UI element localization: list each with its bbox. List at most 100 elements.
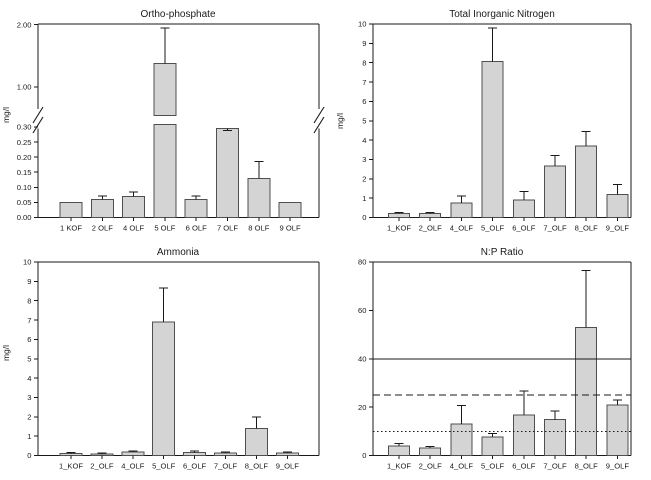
y-tick-label: 0 [27, 451, 31, 460]
y-tick-label: 2 [362, 175, 366, 184]
y-tick-label: 0.00 [17, 213, 32, 222]
bar [512, 414, 535, 456]
bar [544, 419, 566, 457]
bar [575, 326, 598, 456]
y-tick-label: 0 [362, 451, 366, 460]
y-tick-label: 0.15 [17, 168, 32, 177]
x-tick-label: 8_OLF [245, 462, 269, 471]
y-tick-label: 80 [358, 258, 366, 267]
y-tick-label: 8 [27, 296, 31, 305]
bar [247, 177, 271, 218]
y-tick-label: 6 [362, 97, 366, 106]
x-tick-label: 6 OLF [186, 224, 207, 233]
bar [59, 453, 83, 457]
bar [606, 404, 629, 457]
y-tick-label: 1 [27, 432, 31, 441]
x-tick-label: 6_OLF [512, 462, 536, 471]
bar [90, 198, 114, 218]
y-tick-label: 10 [23, 258, 31, 267]
x-tick-label: 9_OLF [276, 462, 300, 471]
y-tick-label: 1.00 [17, 83, 32, 92]
y-tick-label: 6 [27, 335, 31, 344]
x-tick-label: 9 OLF [280, 224, 301, 233]
bar [184, 198, 208, 218]
chart-title: N:P Ratio [481, 247, 524, 258]
x-tick-label: 8_OLF [575, 462, 599, 471]
chart-ammonia: 0 1 2 3 4 5 6 7 8 9 10 1_KOF 2_OLF 4_OLF 5_OLF 6_OLF 7_O… [1, 247, 320, 471]
y-tick-label: 3 [27, 393, 31, 402]
y-tick-label: 2.00 [17, 20, 32, 29]
bar [388, 213, 410, 219]
x-tick-label: 1_KOF [387, 462, 411, 471]
axis-break-mark [313, 116, 325, 134]
y-axis-label: mg/l [1, 107, 11, 123]
x-tick-label: 9_OLF [606, 462, 630, 471]
y-tick-label: 5 [362, 116, 366, 125]
y-axis-label: mg/l [335, 113, 345, 129]
bar-lower-segment [153, 124, 177, 218]
bar [275, 452, 299, 457]
x-tick-label: 5 OLF [154, 224, 175, 233]
x-tick-label: 7_OLF [543, 462, 567, 471]
y-tick-label: 2 [27, 413, 31, 422]
x-tick-label: 1_KOF [387, 224, 411, 233]
bar [216, 128, 239, 219]
x-tick-label: 6_OLF [183, 462, 207, 471]
bar [90, 453, 114, 456]
bar [606, 193, 629, 218]
y-tick-label: 0 [362, 213, 366, 222]
y-tick-label: 4 [362, 136, 366, 145]
x-tick-label: 5_OLF [481, 224, 505, 233]
x-tick-label: 2_OLF [419, 224, 443, 233]
y-tick-label: 3 [362, 155, 366, 164]
bar [450, 202, 473, 219]
y-tick-label: 1 [362, 194, 366, 203]
axis-break-mark [313, 106, 325, 124]
y-tick-label: 9 [27, 277, 31, 286]
bar [450, 423, 473, 456]
y-tick-label: 5 [27, 354, 31, 363]
y-tick-label: 0.25 [17, 138, 32, 147]
x-tick-label: 2_OLF [419, 462, 443, 471]
axis-break-mark [32, 116, 44, 134]
bar [575, 145, 598, 218]
axis-break-mark [32, 106, 44, 124]
x-tick-label: 8_OLF [575, 224, 599, 233]
bar [59, 201, 83, 219]
x-tick-label: 1_KOF [59, 462, 83, 471]
y-tick-label: 7 [362, 78, 366, 87]
chart-ortho-phosphate: 0.00 0.05 0.10 0.15 0.20 0.25 0.30 1.00 2.00 1 KO… [1, 9, 325, 233]
bar [544, 165, 566, 219]
bar [419, 213, 442, 219]
y-tick-label: 9 [362, 39, 366, 48]
bar [512, 199, 535, 219]
x-tick-label: 7_OLF [543, 224, 567, 233]
y-tick-label: 0.30 [17, 123, 32, 132]
chart-title: Total Inorganic Nitrogen [449, 9, 555, 20]
x-tick-label: 6_OLF [512, 224, 536, 233]
x-tick-label: 2_OLF [90, 462, 114, 471]
bar [481, 436, 504, 456]
x-tick-label: 2 OLF [92, 224, 113, 233]
bar [388, 445, 410, 457]
x-tick-label: 8 OLF [248, 224, 269, 233]
x-tick-label: 7 OLF [217, 224, 238, 233]
y-axis-label: mg/l [1, 345, 11, 361]
bar [419, 447, 442, 457]
bar [214, 452, 237, 457]
bar [122, 195, 146, 219]
y-tick-label: 60 [358, 306, 366, 315]
chart-total-inorganic-nitrogen: 0 1 2 3 4 5 6 7 8 9 10 1_KOF 2_OLF 4_OLF 5_OLF 6_OLF 7_O… [335, 9, 632, 233]
x-tick-label: 7_OLF [214, 462, 238, 471]
bar [121, 451, 145, 456]
bar [183, 452, 207, 457]
bar [152, 321, 176, 456]
y-tick-label: 10 [358, 20, 366, 29]
y-tick-label: 0.10 [17, 183, 32, 192]
x-tick-label: 4_OLF [450, 462, 474, 471]
y-tick-label: 0.20 [17, 153, 32, 162]
y-tick-label: 40 [358, 354, 366, 363]
y-tick-label: 4 [27, 374, 31, 383]
